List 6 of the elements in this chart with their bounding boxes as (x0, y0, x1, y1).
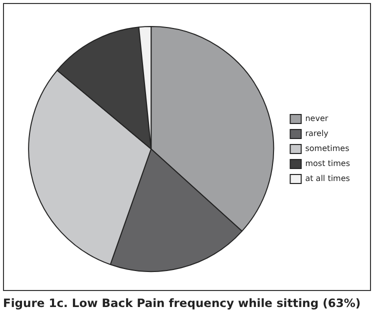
legend-label: rarely (305, 129, 329, 138)
legend-label: sometimes (305, 144, 350, 154)
legend-label: never (305, 114, 329, 124)
legend-label: at all times (305, 174, 350, 184)
legend-label: most times (305, 159, 350, 168)
text: Figure 1c. Low Back Pain frequency while sitting (63%) (3, 296, 361, 310)
